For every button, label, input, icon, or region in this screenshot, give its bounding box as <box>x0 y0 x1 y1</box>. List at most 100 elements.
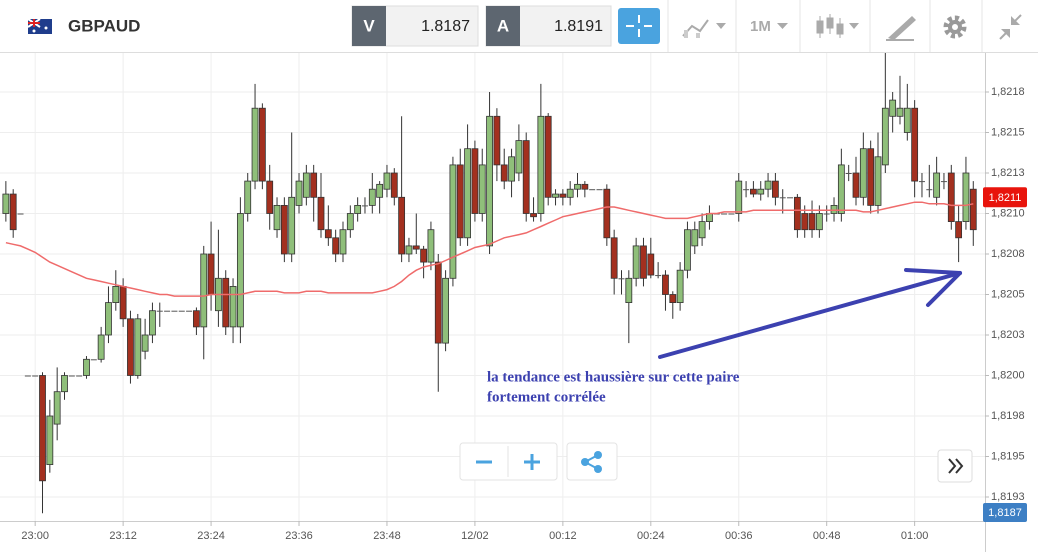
candle-body <box>566 188 574 198</box>
candle-body <box>339 229 347 255</box>
candle-body <box>164 310 171 312</box>
candle-body <box>266 180 274 214</box>
candle-body <box>808 213 816 231</box>
ask-label: A <box>497 16 509 35</box>
candle-body <box>324 229 332 239</box>
candle-body <box>9 193 17 231</box>
candle-body <box>302 172 310 198</box>
candle-body <box>632 245 640 279</box>
candle-body <box>596 189 603 191</box>
candle-body <box>698 221 706 239</box>
y-tick-label: 1,8215 <box>991 126 1025 138</box>
timeframe: 1M <box>750 18 771 35</box>
annotation-line: fortement corrélée <box>487 389 606 405</box>
candle-body <box>32 375 39 377</box>
chart-type-button[interactable] <box>682 19 726 38</box>
candle-body <box>933 172 941 198</box>
candle-body <box>186 310 193 312</box>
candle-body <box>376 183 384 198</box>
x-tick-label: 23:00 <box>21 530 49 542</box>
candle-body <box>354 204 362 214</box>
candle-body <box>926 189 933 191</box>
y-tick-label: 1,8210 <box>991 207 1025 219</box>
candle-body <box>420 248 428 263</box>
x-tick-label: 00:48 <box>813 530 841 542</box>
x-tick-label: 00:24 <box>637 530 665 542</box>
zoom-controls <box>459 442 973 483</box>
ask-label-box <box>486 6 520 46</box>
timeframe-button[interactable]: 1M <box>750 18 788 35</box>
x-tick-label: 23:48 <box>373 530 401 542</box>
bid-tag <box>983 503 1027 522</box>
candle-body <box>515 140 523 174</box>
candle-body <box>317 196 325 231</box>
candle-body <box>867 148 875 206</box>
candle-body <box>757 188 765 195</box>
candle-body <box>61 375 68 393</box>
candle-body <box>552 193 559 198</box>
candle-body <box>530 213 537 218</box>
annotation: la tendance est haussière sur cette pair… <box>487 369 740 405</box>
candle-body <box>17 213 24 215</box>
settings-button[interactable] <box>943 15 967 39</box>
share-button[interactable] <box>566 442 618 481</box>
candle-body <box>97 334 105 360</box>
candle-body <box>830 204 838 214</box>
draw-button[interactable] <box>886 16 916 41</box>
x-tick-label: 01:00 <box>901 530 929 542</box>
bid-tag-label: 1,8187 <box>988 507 1022 519</box>
candle-body <box>405 245 413 255</box>
last-price-tag <box>983 187 1027 208</box>
candle-body <box>171 310 178 312</box>
candle-body <box>544 115 552 198</box>
candle-body <box>68 375 75 377</box>
candle-body <box>83 358 90 376</box>
candle-body <box>236 213 244 328</box>
y-tick-label: 1,8198 <box>991 410 1025 422</box>
candle-body <box>24 375 31 377</box>
crosshair-button[interactable] <box>618 8 660 44</box>
candle-body <box>127 318 134 376</box>
candle-body <box>90 359 97 361</box>
candle-body <box>662 274 669 295</box>
last-price-label: 1,8211 <box>989 192 1022 204</box>
candle-body <box>200 253 208 328</box>
candle-body <box>735 180 743 214</box>
plot: 1,8193 1,8195 1,8198 1,8200 1,8203 1,8205 1,82… <box>0 51 1025 552</box>
collapse-button[interactable] <box>999 14 1022 40</box>
candle-body <box>310 172 318 198</box>
candle-body <box>295 180 303 206</box>
candle-body <box>728 213 735 215</box>
flag-icon <box>27 18 52 34</box>
candle-body <box>764 180 772 190</box>
y-tick-label: 1,8200 <box>991 369 1025 381</box>
candle-body <box>940 181 947 183</box>
y-tick-label: 1,8205 <box>991 288 1025 300</box>
zoom-in-button[interactable] <box>524 454 540 470</box>
candle-body <box>332 237 340 255</box>
scroll-right-button[interactable] <box>937 449 973 483</box>
candle-body <box>222 277 230 328</box>
candle-body <box>845 173 852 174</box>
candle-body <box>581 183 589 190</box>
candle-body <box>464 148 471 239</box>
candle-body <box>288 196 296 255</box>
candle-body <box>618 278 625 280</box>
candle-body <box>207 253 215 295</box>
candle-body <box>574 183 581 190</box>
candle-body <box>346 213 354 231</box>
candle-body <box>603 188 611 239</box>
candle-body <box>383 172 391 190</box>
x-tick-label: 23:12 <box>109 530 137 542</box>
candle-body <box>787 197 794 199</box>
candle-body <box>947 172 955 222</box>
candle-body <box>500 164 508 182</box>
y-tick-label: 1,8203 <box>991 329 1025 341</box>
bid-price: 1.8187 <box>421 18 470 35</box>
candles-button[interactable] <box>816 14 859 38</box>
candle-body <box>889 99 897 117</box>
candle-body <box>412 245 420 250</box>
bid-label-box <box>352 6 386 46</box>
candle-body <box>750 188 757 195</box>
